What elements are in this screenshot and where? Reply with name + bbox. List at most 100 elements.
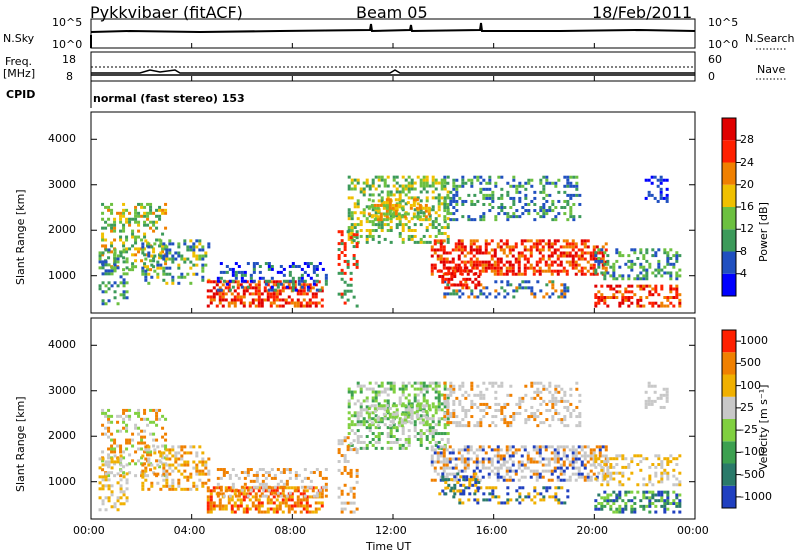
scatter-cell xyxy=(275,280,279,284)
scatter-cell xyxy=(101,263,105,267)
scatter-cell xyxy=(201,463,205,467)
scatter-cell xyxy=(459,280,463,284)
scatter-cell xyxy=(472,272,476,276)
scatter-cell xyxy=(201,263,205,267)
scatter-cell xyxy=(424,203,428,207)
scatter-cell xyxy=(416,437,420,441)
scatter-cell xyxy=(146,450,150,454)
scatter-cell xyxy=(505,448,509,452)
scatter-cell xyxy=(566,199,570,203)
scatter-cell xyxy=(425,178,429,182)
scatter-cell xyxy=(156,263,160,267)
scatter-cell xyxy=(502,478,506,482)
scatter-cell xyxy=(401,443,405,447)
scatter-cell xyxy=(563,424,567,428)
scatter-cell xyxy=(569,402,573,406)
scatter-cell xyxy=(407,220,411,224)
scatter-cell xyxy=(630,262,634,266)
scatter-cell xyxy=(446,202,450,206)
scatter-cell xyxy=(353,187,357,191)
scatter-cell xyxy=(568,242,572,246)
scatter-cell xyxy=(474,283,478,287)
scatter-cell xyxy=(434,381,438,385)
scatter-cell xyxy=(592,254,596,258)
scatter-cell xyxy=(446,217,450,221)
scatter-cell xyxy=(134,411,138,415)
scatter-cell xyxy=(320,504,324,508)
scatter-cell xyxy=(137,408,141,412)
scatter-cell xyxy=(352,239,356,243)
scatter-cell xyxy=(177,266,181,270)
scatter-cell xyxy=(257,504,261,508)
scatter-cell xyxy=(421,421,425,425)
scatter-cell xyxy=(347,417,351,421)
freq-unit-label: [MHz] xyxy=(3,67,36,80)
scatter-cell xyxy=(296,292,300,296)
scatter-cell xyxy=(195,245,199,249)
scatter-cell xyxy=(340,439,344,443)
scatter-cell xyxy=(565,478,569,482)
scatter-cell xyxy=(511,451,515,455)
colorbar-swatch xyxy=(722,352,736,375)
scatter-cell xyxy=(312,282,316,286)
scatter-cell xyxy=(551,181,555,185)
scatter-cell xyxy=(131,244,135,248)
scatter-cell xyxy=(113,281,117,285)
scatter-cell xyxy=(458,384,462,388)
scatter-cell xyxy=(431,426,435,430)
scatter-cell xyxy=(380,420,384,424)
scatter-cell xyxy=(284,504,288,508)
scatter-cell xyxy=(242,295,246,299)
scatter-cell xyxy=(520,475,524,479)
scatter-cell xyxy=(397,215,401,219)
scatter-cell xyxy=(119,254,123,258)
scatter-cell xyxy=(299,504,303,508)
scatter-cell xyxy=(459,475,463,479)
scatter-cell xyxy=(137,223,141,227)
scatter-cell xyxy=(642,284,646,288)
scatter-cell xyxy=(272,510,276,514)
scatter-cell xyxy=(374,399,378,403)
colorbar-tick-label: 500 xyxy=(740,356,761,370)
scatter-cell xyxy=(388,203,392,207)
scatter-cell xyxy=(648,510,652,514)
scatter-cell xyxy=(337,468,341,472)
scatter-cell xyxy=(394,212,398,216)
scatter-cell xyxy=(469,448,473,452)
scatter-cell xyxy=(440,408,444,412)
scatter-cell xyxy=(439,245,443,249)
scatter-cell xyxy=(428,381,432,385)
scatter-cell xyxy=(171,260,175,264)
scatter-cell xyxy=(215,304,219,308)
scatter-cell xyxy=(371,208,375,212)
scatter-cell xyxy=(434,181,438,185)
scatter-cell xyxy=(264,262,268,266)
scatter-cell xyxy=(425,437,429,441)
scatter-cell xyxy=(499,248,503,252)
scatter-cell xyxy=(627,490,631,494)
scatter-cell xyxy=(242,510,246,514)
scatter-cell xyxy=(318,262,322,266)
scatter-cell xyxy=(440,446,444,450)
scatter-cell xyxy=(159,251,163,255)
scatter-cell xyxy=(446,206,450,210)
scatter-cell xyxy=(453,266,457,270)
scatter-cell xyxy=(233,289,237,293)
scatter-cell xyxy=(578,193,582,197)
scatter-cell xyxy=(485,187,489,191)
scatter-cell xyxy=(164,226,168,230)
scatter-cell xyxy=(409,206,413,210)
scatter-cell xyxy=(180,487,184,491)
scatter-cell xyxy=(660,287,664,291)
scatter-cell xyxy=(490,463,494,467)
scatter-cell xyxy=(258,468,262,472)
scatter-cell xyxy=(240,470,244,474)
scatter-cell xyxy=(550,242,554,246)
scatter-cell xyxy=(477,274,481,278)
scatter-cell xyxy=(159,266,163,270)
scatter-cell xyxy=(242,507,246,511)
scatter-cell xyxy=(353,205,357,209)
scatter-cell xyxy=(459,492,463,496)
scatter-cell xyxy=(490,269,494,273)
scatter-cell xyxy=(578,415,582,419)
